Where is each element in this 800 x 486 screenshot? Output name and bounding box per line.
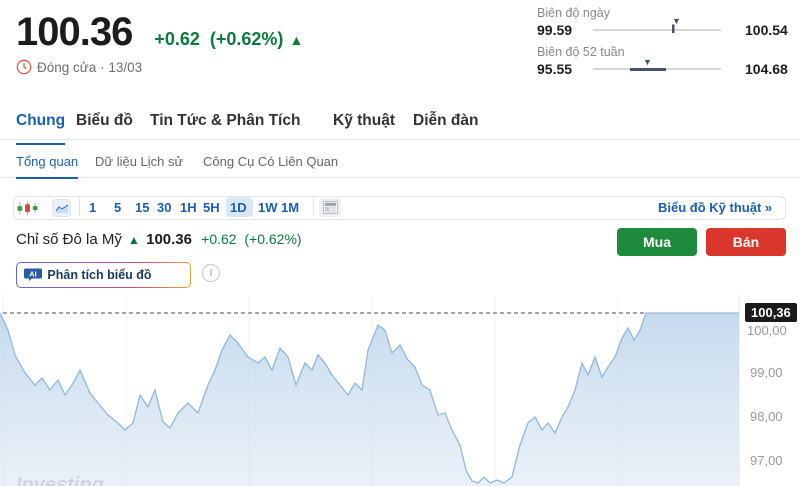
svg-text:AI: AI [30,270,38,279]
